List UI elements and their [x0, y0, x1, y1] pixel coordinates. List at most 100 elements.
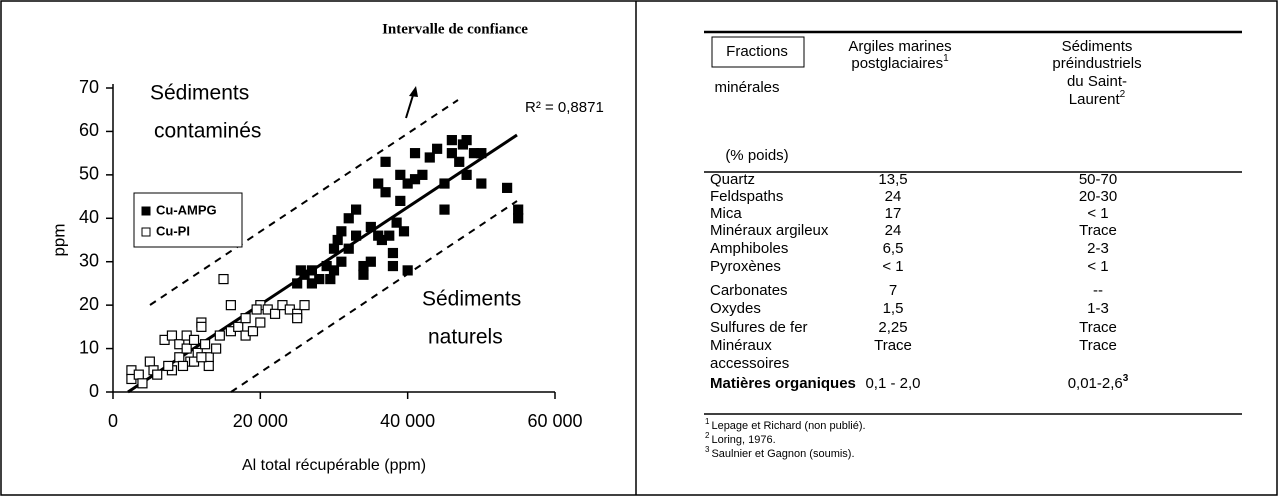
header-text: minérales [714, 79, 779, 96]
cell-text: Trace [1079, 337, 1117, 354]
point [203, 360, 214, 372]
cell: 24 [885, 188, 902, 205]
footnote-mark: 2 [705, 431, 710, 440]
header-text: préindustriels [1052, 55, 1141, 72]
point [314, 273, 325, 285]
cell-text: Minéraux [710, 337, 772, 354]
cell: Trace [1079, 337, 1117, 354]
zone-label: Sédiments [422, 288, 521, 311]
footnote: 1 Lepage et Richard (non publié). [705, 417, 866, 432]
cell: Trace [1079, 222, 1117, 239]
point [417, 169, 428, 180]
point [214, 330, 225, 341]
y-axis-label: ppm [49, 223, 68, 256]
confidence-upper [149, 99, 459, 306]
point [196, 352, 207, 363]
header-text: du Saint- [1067, 73, 1127, 90]
cell-text: 20-30 [1079, 188, 1117, 205]
cell-text: 13,5 [878, 171, 907, 188]
cell-text: Minéraux argileux [710, 222, 829, 239]
x-tick-label: 0 [108, 411, 118, 431]
legend-swatch [141, 227, 151, 237]
cell: Matières organiques [710, 375, 856, 392]
cell-text: < 1 [1087, 205, 1108, 222]
point [225, 300, 236, 311]
point [133, 369, 144, 380]
cell-text: 2,25 [878, 319, 907, 336]
point [513, 213, 524, 224]
cell-text: Trace [1079, 222, 1117, 239]
cell-text: 50-70 [1079, 171, 1117, 188]
point [351, 204, 362, 215]
point [144, 356, 155, 367]
cell-text: 7 [889, 282, 897, 299]
point [358, 269, 369, 280]
cell: 20-30 [1079, 188, 1117, 205]
cell-text: accessoires [710, 355, 789, 372]
point [174, 352, 185, 363]
legend-label: Cu-PI [156, 223, 190, 238]
cell-text: 0,1 - 2,0 [865, 375, 920, 392]
header-text: Fractions [726, 43, 788, 60]
footnote-text: Loring, 1976. [711, 434, 775, 446]
cell: Amphiboles [710, 240, 788, 257]
cell-text: 6,5 [883, 240, 904, 257]
y-tick-label: 40 [79, 207, 99, 227]
interval-label: Intervalle de confiance [382, 21, 528, 37]
point [380, 156, 391, 167]
point [196, 321, 207, 332]
y-tick-label: 30 [79, 250, 99, 270]
column-header: Fractions [726, 43, 788, 60]
y-tick-label: 0 [89, 381, 99, 401]
point [255, 317, 266, 328]
y-tick-label: 50 [79, 164, 99, 184]
point [391, 217, 402, 228]
point [332, 234, 343, 246]
cell: < 1 [1087, 258, 1108, 275]
point [328, 265, 340, 276]
legend-box [133, 192, 243, 248]
point [177, 360, 189, 372]
footnote-mark: 3 [705, 445, 710, 454]
point [373, 178, 384, 189]
point [513, 204, 524, 215]
cell-text: Quartz [710, 171, 755, 188]
x-tick-label: 60 000 [527, 411, 582, 431]
point [502, 182, 513, 193]
cell: 13,5 [878, 171, 907, 188]
point [461, 169, 472, 180]
footnote-mark: 1 [705, 417, 710, 426]
cell: 50-70 [1079, 171, 1117, 188]
cell-text: 1-3 [1087, 300, 1109, 317]
point [292, 278, 303, 289]
footnote-text: Lepage et Richard (non publié). [711, 420, 865, 432]
column-header: Laurent2 [1069, 89, 1126, 108]
arrow-head [409, 86, 418, 97]
y-tick-label: 60 [79, 120, 99, 140]
point [380, 187, 391, 198]
x-axis-label: Al total récupérable (ppm) [242, 457, 426, 474]
point [446, 135, 457, 146]
cell: Oxydes [710, 300, 761, 317]
point [325, 273, 336, 285]
point [461, 135, 472, 146]
point [373, 230, 384, 241]
cell-text: < 1 [1087, 258, 1108, 275]
point [351, 230, 362, 241]
cell: 2-3 [1087, 240, 1109, 257]
footnote: 3 Saulnier et Gagnon (soumis). [705, 445, 855, 460]
point [395, 169, 406, 180]
cell-text: < 1 [882, 258, 903, 275]
confidence-lower [230, 200, 518, 393]
point [336, 256, 347, 267]
cell: Trace [874, 337, 912, 354]
header-text: (% poids) [725, 147, 788, 164]
zone-label: Sédiments [150, 82, 249, 105]
footnote: 2 Loring, 1976. [705, 431, 776, 446]
cell: 0,01-2,63 [1068, 373, 1129, 392]
legend-swatch [141, 206, 151, 216]
point [387, 247, 399, 259]
cell-text: Trace [1079, 319, 1117, 336]
cell: Trace [1079, 319, 1117, 336]
